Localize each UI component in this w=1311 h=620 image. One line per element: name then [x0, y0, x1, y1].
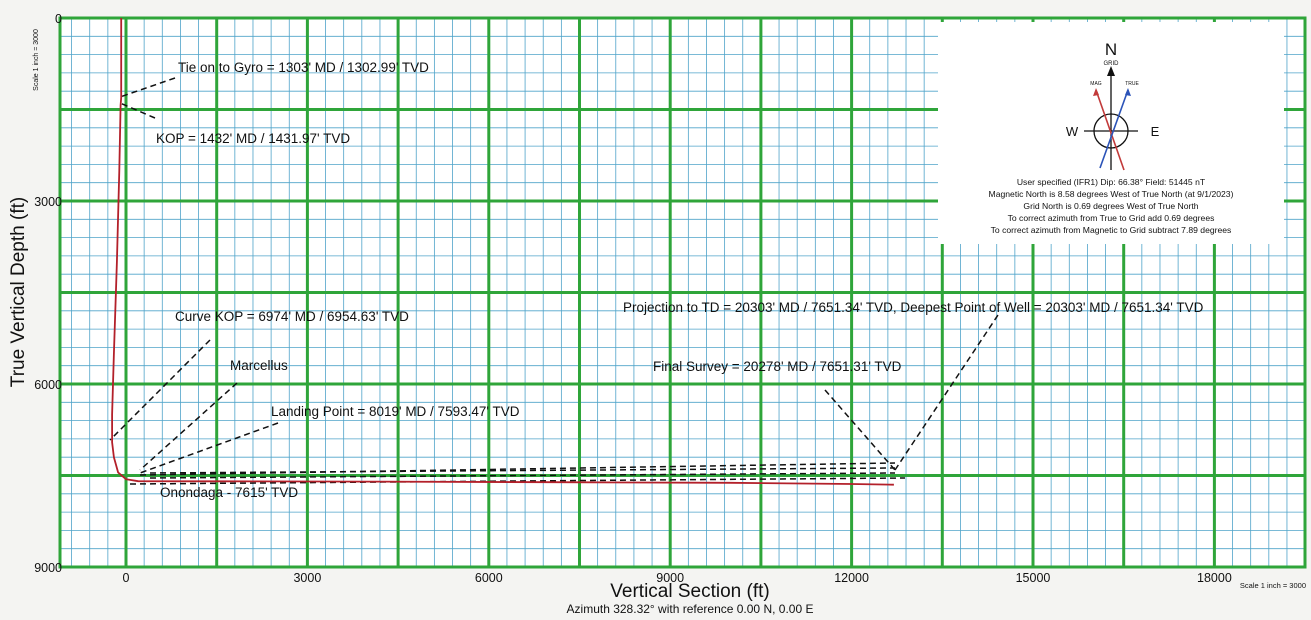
annotation-projection-td: Projection to TD = 20303' MD / 7651.34' …	[623, 300, 1204, 315]
leader-final-survey-b	[894, 314, 999, 471]
x-tick-label: 18000	[1197, 571, 1232, 585]
compass-true-label: TRUE	[1125, 81, 1139, 87]
well-path	[111, 18, 894, 486]
y-axis-title: True Vertical Depth (ft)	[8, 197, 29, 387]
leader-marcellus	[139, 382, 238, 471]
compass-note-5: To correct azimuth from Magnetic to Grid…	[991, 225, 1232, 235]
x-tick-label: 3000	[293, 571, 321, 585]
leader-onondaga-1	[129, 477, 906, 485]
compass-east-label: E	[1151, 124, 1160, 139]
leader-kop	[119, 102, 156, 119]
x-tick-label: 6000	[475, 571, 503, 585]
compass-north-label: N	[1105, 40, 1117, 59]
compass-west-label: W	[1066, 124, 1079, 139]
leader-projection-1	[149, 467, 896, 474]
annotation-final-survey: Final Survey = 20278' MD / 7651.31' TVD	[653, 359, 902, 374]
annotation-marcellus: Marcellus	[230, 358, 288, 373]
leader-onondaga-2	[139, 462, 896, 476]
leader-projection-2	[149, 472, 896, 479]
compass-panel: N GRID MAG TRUE W E User specified (IFR1…	[938, 22, 1284, 244]
compass-rose-icon	[1084, 66, 1138, 171]
leader-lines	[109, 77, 999, 485]
chart-subtitle: Azimuth 328.32° with reference 0.00 N, 0…	[567, 602, 814, 616]
compass-note-4: To correct azimuth from True to Grid add…	[1008, 213, 1215, 223]
plot-border	[58, 16, 1307, 569]
scale-label-left: Scale 1 inch = 3000	[33, 29, 40, 91]
y-tick-label: 0	[55, 12, 62, 26]
leader-final-survey-a	[824, 389, 896, 471]
y-tick-label: 9000	[34, 561, 62, 575]
annotation-tie-on-gyro: Tie on to Gyro = 1303' MD / 1302.99' TVD	[178, 60, 429, 75]
leader-landing	[139, 422, 279, 474]
axis-ticks: 0 3000 6000 9000 12000 15000 18000 0 3000 6000 900…	[34, 12, 1232, 585]
compass-grid-label: GRID	[1104, 61, 1120, 67]
leader-curve-kop	[109, 339, 211, 441]
x-tick-label: 9000	[656, 571, 684, 585]
compass-note-2: Magnetic North is 8.58 degrees West of T…	[989, 189, 1234, 199]
x-tick-label: 15000	[1016, 571, 1051, 585]
annotation-onondaga: Onondaga - 7615' TVD	[160, 485, 298, 500]
annotation-curve-kop: Curve KOP = 6974' MD / 6954.63' TVD	[175, 309, 409, 324]
y-tick-label: 6000	[34, 378, 62, 392]
compass-note-3: Grid North is 0.69 degrees West of True …	[1023, 201, 1198, 211]
scale-label-bottom: Scale 1 inch = 3000	[1240, 581, 1306, 590]
compass-mag-label: MAG	[1090, 81, 1102, 87]
compass-note-1: User specified (IFR1) Dip: 66.38° Field:…	[1017, 177, 1206, 187]
well-path-line	[111, 18, 894, 486]
x-axis-title: Vertical Section (ft)	[610, 581, 769, 602]
annotations: Tie on to Gyro = 1303' MD / 1302.99' TVD…	[156, 60, 1204, 500]
x-tick-label: 0	[123, 571, 130, 585]
annotation-landing-point: Landing Point = 8019' MD / 7593.47' TVD	[271, 404, 520, 419]
y-tick-label: 3000	[34, 195, 62, 209]
x-tick-label: 12000	[834, 571, 869, 585]
annotation-kop: KOP = 1432' MD / 1431.97' TVD	[156, 131, 350, 146]
